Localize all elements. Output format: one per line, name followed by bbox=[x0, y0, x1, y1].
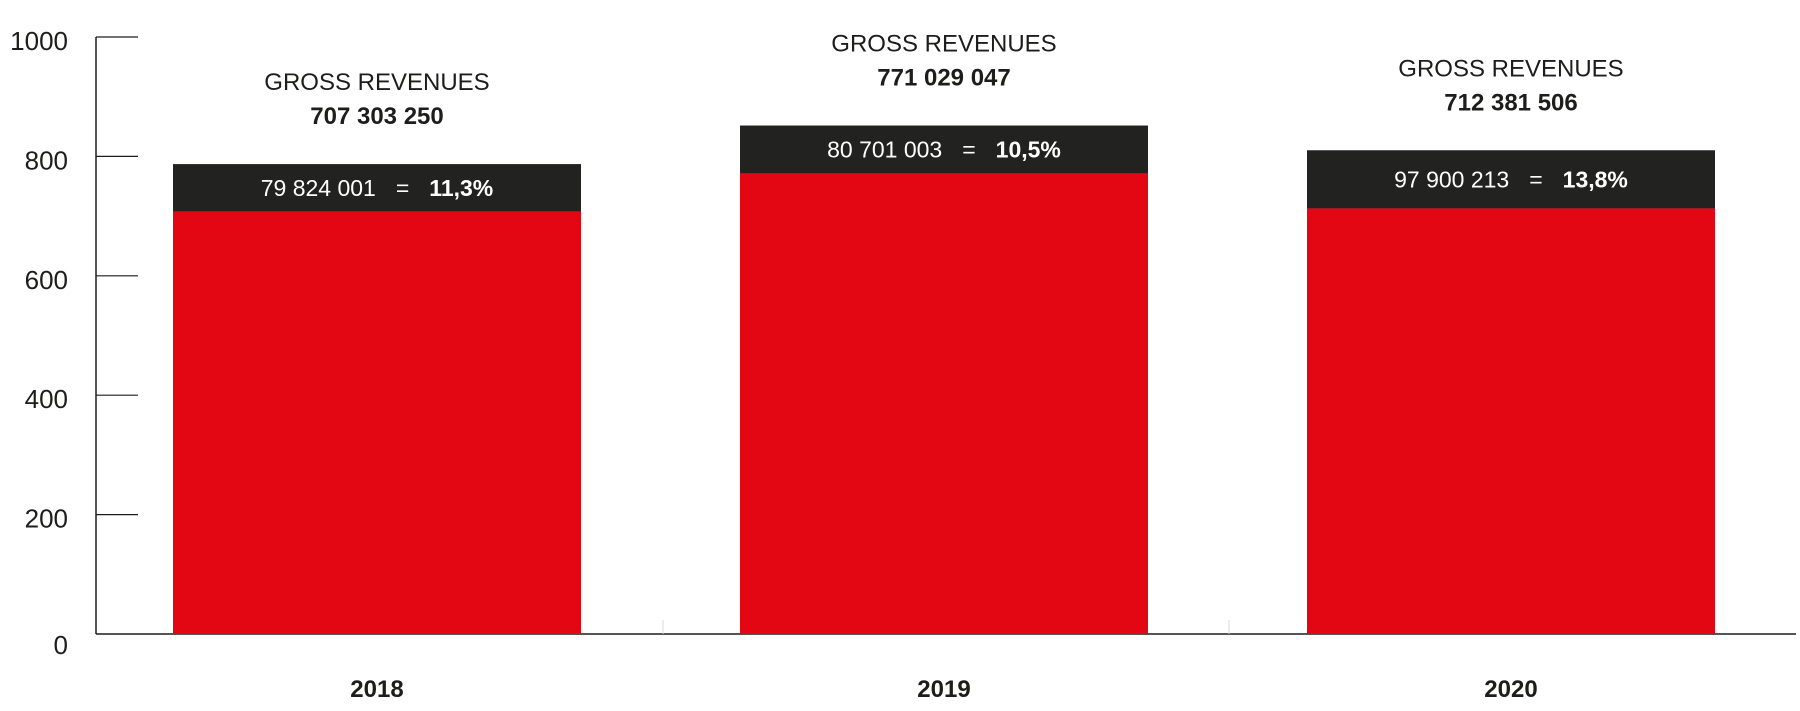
y-tick-label: 600 bbox=[25, 265, 68, 295]
y-tick-label: 400 bbox=[25, 384, 68, 414]
revenue-bar-2018 bbox=[173, 211, 581, 634]
gross-revenue-value: 712 381 506 bbox=[1444, 89, 1577, 116]
segment-equals: = bbox=[962, 137, 975, 163]
segment-label: 80 701 003 = 10,5% bbox=[827, 137, 1061, 163]
segment-bar-2020 bbox=[1307, 150, 1715, 209]
bars bbox=[173, 125, 1715, 634]
revenue-bar-2020 bbox=[1307, 208, 1715, 634]
y-tick-label: 200 bbox=[25, 504, 68, 534]
segment-value: 80 701 003 bbox=[827, 137, 942, 163]
y-tick-label: 800 bbox=[25, 145, 68, 175]
gross-revenue-title: GROSS REVENUES bbox=[831, 31, 1056, 58]
segment-bar-2018 bbox=[173, 164, 581, 212]
gross-revenue-value: 707 303 250 bbox=[310, 103, 443, 130]
x-category-label: 2020 bbox=[1484, 676, 1537, 703]
gross-revenue-value: 771 029 047 bbox=[877, 65, 1010, 92]
x-category-label: 2019 bbox=[917, 676, 970, 703]
y-tick-label: 1000 bbox=[10, 26, 68, 56]
revenue-bar-2019 bbox=[740, 173, 1148, 634]
segment-equals: = bbox=[1529, 166, 1542, 192]
gross-revenue-title: GROSS REVENUES bbox=[264, 69, 489, 96]
x-category-label: 2018 bbox=[350, 676, 403, 703]
segment-percent: 11,3% bbox=[429, 175, 493, 201]
segment-label: 97 900 213 = 13,8% bbox=[1394, 166, 1628, 192]
labels: 79 824 001 = 11,3% 707 303 250 GROSS REVENUE… bbox=[261, 31, 1628, 703]
segment-percent: 13,8% bbox=[1563, 166, 1628, 192]
segment-equals: = bbox=[396, 175, 409, 201]
segment-percent: 10,5% bbox=[996, 137, 1061, 163]
gross-revenue-title: GROSS REVENUES bbox=[1398, 55, 1623, 82]
segment-value: 79 824 001 bbox=[261, 175, 376, 201]
segment-bar-2019 bbox=[740, 125, 1148, 174]
y-tick-label: 0 bbox=[54, 630, 68, 660]
segment-label: 79 824 001 = 11,3% bbox=[261, 175, 494, 201]
segment-value: 97 900 213 bbox=[1394, 166, 1509, 192]
